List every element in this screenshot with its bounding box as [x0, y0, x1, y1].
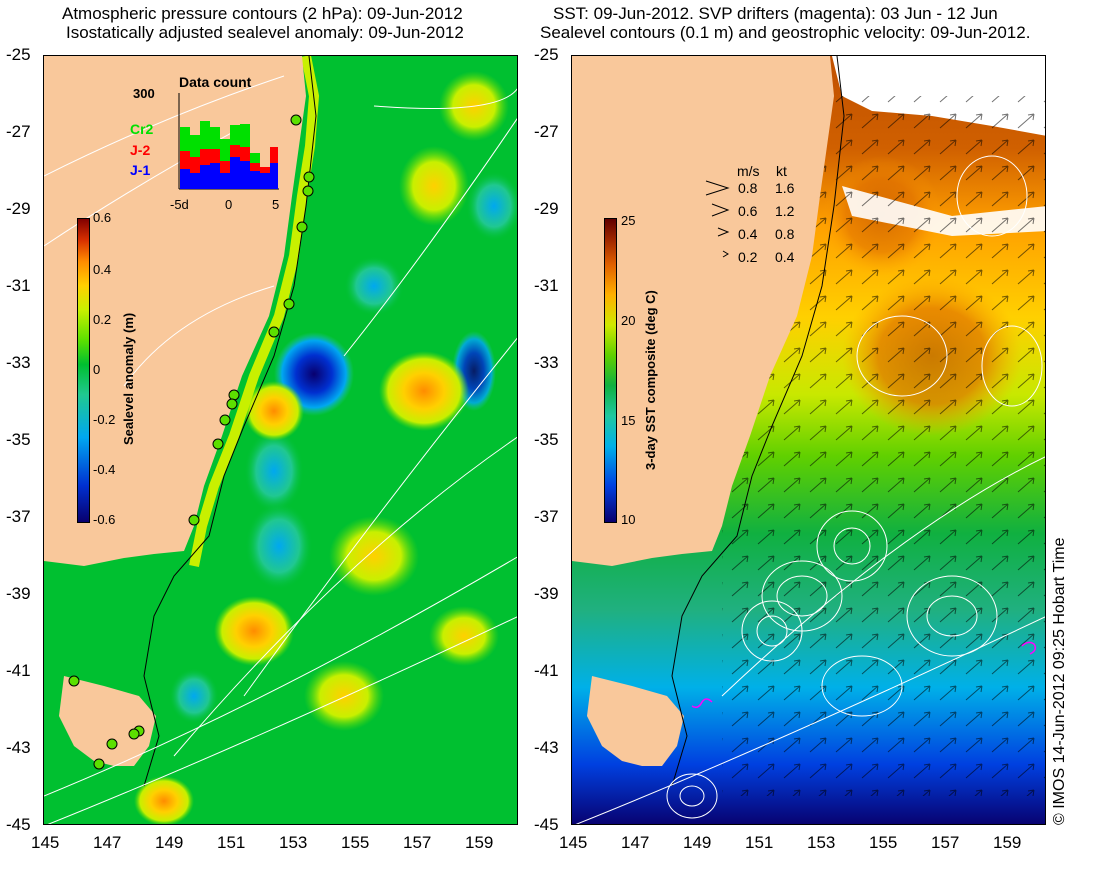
sealevel-colorbar-tick: -0.4: [93, 462, 116, 477]
velocity-legend-ms: 0.2: [738, 249, 758, 265]
lat-tick-left: -29: [6, 199, 31, 218]
lat-tick-left: -25: [6, 45, 31, 64]
sealevel-colorbar-tick: 0.4: [93, 262, 112, 277]
lon-tick-left: 145: [31, 833, 60, 852]
sst-colorbar-tick: 10: [621, 512, 636, 527]
lat-tick-right: -33: [534, 353, 559, 372]
lat-tick-right: -29: [534, 199, 559, 218]
lon-tick-left: 157: [403, 833, 432, 852]
lon-tick-right: 151: [745, 833, 774, 852]
right-title-line2: Sealevel contours (0.1 m) and geostrophi…: [540, 23, 1031, 42]
sst-colorbar-tick: 15: [621, 413, 636, 428]
velocity-legend-arrows: [705, 180, 730, 258]
lat-tick-right: -39: [534, 584, 559, 603]
lat-tick-right: -45: [534, 815, 559, 834]
lon-tick-right: 147: [621, 833, 650, 852]
lat-tick-right: -37: [534, 507, 559, 526]
sealevel-colorbar: [77, 218, 90, 523]
inset-xtick: 5: [272, 197, 280, 212]
lat-tick-left: -43: [6, 738, 31, 757]
lat-tick-left: -33: [6, 353, 31, 372]
lon-tick-right: 159: [993, 833, 1022, 852]
inset-legend-j1: J-1: [130, 162, 151, 178]
inset-ymax: 300: [133, 86, 155, 101]
lat-tick-left: -27: [6, 122, 31, 141]
lon-tick-right: 149: [683, 833, 712, 852]
imos-credit: © IMOS 14-Jun-2012 09:25 Hobart Time: [1051, 537, 1068, 825]
velocity-legend-kt-header: kt: [776, 163, 787, 179]
lat-tick-right: -25: [534, 45, 559, 64]
inset-legend-cr2: Cr2: [130, 121, 154, 137]
sealevel-colorbar-tick: -0.6: [93, 512, 116, 527]
lon-tick-left: 155: [341, 833, 370, 852]
left-title-line2: Isostatically adjusted sealevel anomaly:…: [66, 23, 464, 42]
lat-tick-left: -37: [6, 507, 31, 526]
lat-tick-right: -27: [534, 122, 559, 141]
lat-tick-left: -35: [6, 430, 31, 449]
lat-tick-right: -43: [534, 738, 559, 757]
lon-tick-left: 153: [279, 833, 308, 852]
sst-map: [571, 55, 1046, 825]
inset-xtick: 0: [225, 197, 233, 212]
left-title-line1: Atmospheric pressure contours (2 hPa): 0…: [62, 4, 463, 23]
lat-tick-left: -45: [6, 815, 31, 834]
lon-tick-left: 147: [93, 833, 122, 852]
lat-tick-right: -35: [534, 430, 559, 449]
data-count-histogram: [178, 93, 279, 190]
lat-tick-left: -39: [6, 584, 31, 603]
lat-tick-left: -41: [6, 661, 31, 680]
velocity-legend-ms: 0.6: [738, 203, 758, 219]
lon-tick-right: 153: [807, 833, 836, 852]
lat-tick-right: -31: [534, 276, 559, 295]
lon-tick-right: 157: [931, 833, 960, 852]
inset-xtick: -5d: [170, 197, 189, 212]
velocity-legend-ms: 0.4: [738, 226, 758, 242]
sealevel-anomaly-map: [43, 55, 518, 825]
sst-colorbar-label: 3-day SST composite (deg C): [643, 290, 658, 470]
sealevel-anomaly-map-canvas: [44, 56, 517, 824]
velocity-legend-ms-header: m/s: [737, 163, 760, 179]
sst-colorbar: [604, 218, 617, 523]
velocity-legend-kt: 1.2: [775, 203, 795, 219]
lon-tick-left: 149: [155, 833, 184, 852]
right-title-line1: SST: 09-Jun-2012. SVP drifters (magenta)…: [553, 4, 998, 23]
lon-tick-left: 151: [217, 833, 246, 852]
sst-map-canvas: [572, 56, 1045, 824]
velocity-legend-ms: 0.8: [738, 180, 758, 196]
sealevel-colorbar-tick: 0: [93, 362, 101, 377]
lon-tick-right: 155: [869, 833, 898, 852]
sealevel-colorbar-tick: 0.2: [93, 312, 112, 327]
inset-legend-j2: J-2: [130, 142, 151, 158]
sealevel-colorbar-label: Sealevel anomaly (m): [121, 312, 136, 445]
sealevel-colorbar-tick: -0.2: [93, 412, 116, 427]
sst-colorbar-tick: 20: [621, 313, 636, 328]
inset-title: Data count: [179, 74, 252, 90]
velocity-legend-kt: 0.8: [775, 226, 795, 242]
lat-tick-left: -31: [6, 276, 31, 295]
velocity-legend-kt: 1.6: [775, 180, 795, 196]
sealevel-colorbar-tick: 0.6: [93, 210, 112, 225]
lat-tick-right: -41: [534, 661, 559, 680]
sst-colorbar-tick: 25: [621, 213, 636, 228]
velocity-legend-kt: 0.4: [775, 249, 795, 265]
lon-tick-left: 159: [465, 833, 494, 852]
lon-tick-right: 145: [559, 833, 588, 852]
